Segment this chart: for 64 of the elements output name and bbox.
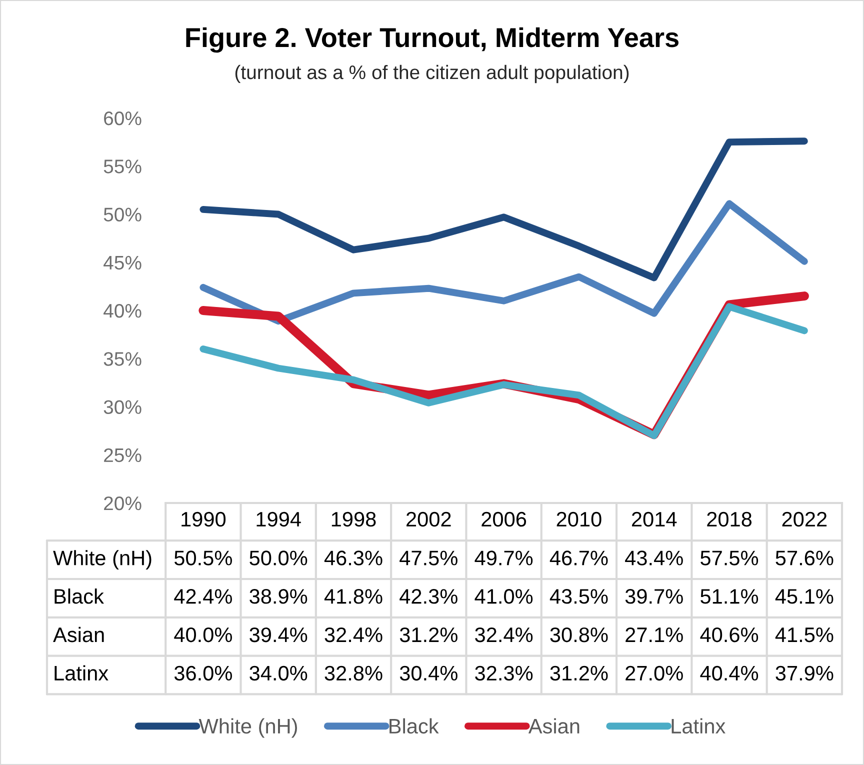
y-tick-label: 60% (104, 111, 142, 126)
data-label: 50.0% (250, 550, 308, 566)
x-tick-label: 2006 (482, 512, 526, 527)
data-label: 39.7% (625, 589, 683, 604)
y-tick-label: 35% (104, 352, 142, 366)
data-label: 27.0% (626, 666, 683, 681)
data-label: 57.6% (776, 550, 834, 566)
text: White (nH) (53, 550, 152, 570)
x-tick-label: 1994 (256, 512, 301, 527)
data-label: 39.4% (250, 627, 308, 642)
data-label: 32.8% (324, 666, 382, 681)
data-label: 32.4% (324, 627, 382, 642)
data-label: 43.4% (625, 550, 683, 566)
text: Asian (53, 626, 104, 642)
data-label: 41.0% (474, 589, 533, 604)
x-tick-label: 2002 (406, 512, 451, 527)
y-tick-label: 50% (104, 208, 142, 222)
data-label: 36.0% (174, 666, 232, 681)
data-label: 32.4% (475, 627, 533, 642)
data-label: 30.4% (400, 666, 458, 681)
chart-subtitle: (turnout as a % of the citizen adult population) (235, 64, 629, 84)
y-tick-label: 25% (104, 448, 142, 462)
data-label: 42.3% (400, 589, 458, 604)
x-tick-label: 2022 (782, 512, 827, 527)
data-label: 37.9% (776, 666, 834, 681)
data-label: 34.0% (250, 666, 308, 681)
text: Latinx (54, 665, 108, 681)
legend-label: Black (390, 718, 439, 734)
data-label: 50.5% (174, 550, 232, 566)
data-label: 32.3% (475, 666, 533, 681)
data-label: 46.7% (550, 550, 608, 566)
data-label: 41.8% (324, 589, 382, 604)
chart-title: Figure 2. Voter Turnout, Midterm Years (186, 27, 678, 53)
y-tick-label: 30% (104, 400, 142, 414)
data-label: 31.2% (400, 627, 458, 642)
data-label: 46.3% (324, 550, 382, 566)
data-label: 42.4% (174, 589, 232, 604)
legend-label: Asian (528, 718, 580, 734)
data-label: 38.9% (250, 589, 308, 604)
x-tick-label: 2010 (556, 512, 602, 527)
data-label: 40.6% (700, 627, 758, 642)
data-label: 27.1% (626, 627, 683, 642)
y-tick-label: 55% (104, 160, 142, 174)
data-label: 30.8% (550, 627, 608, 642)
data-label: 40.0% (174, 627, 232, 642)
data-label: 41.5% (775, 628, 834, 642)
data-label: 47.5% (400, 550, 458, 566)
data-label: 49.7% (474, 550, 533, 566)
x-tick-label: 2018 (707, 512, 752, 527)
data-label: 51.1% (700, 589, 758, 604)
y-tick-label: 40% (104, 304, 142, 318)
x-tick-label: 2014 (632, 512, 677, 527)
data-label: 43.5% (550, 589, 608, 604)
data-label: 57.5% (700, 550, 758, 566)
legend-label: Latinx (672, 718, 726, 734)
y-tick-label: 20% (104, 496, 142, 510)
data-label: 31.2% (550, 666, 608, 681)
data-label: 45.1% (775, 589, 834, 604)
text: Black (54, 588, 104, 604)
x-tick-label: 1990 (182, 512, 226, 527)
data-label: 40.4% (700, 666, 758, 681)
y-tick-label: 45% (104, 256, 142, 270)
x-tick-label: 1998 (332, 512, 376, 527)
legend-label: White (nH) (198, 718, 297, 738)
